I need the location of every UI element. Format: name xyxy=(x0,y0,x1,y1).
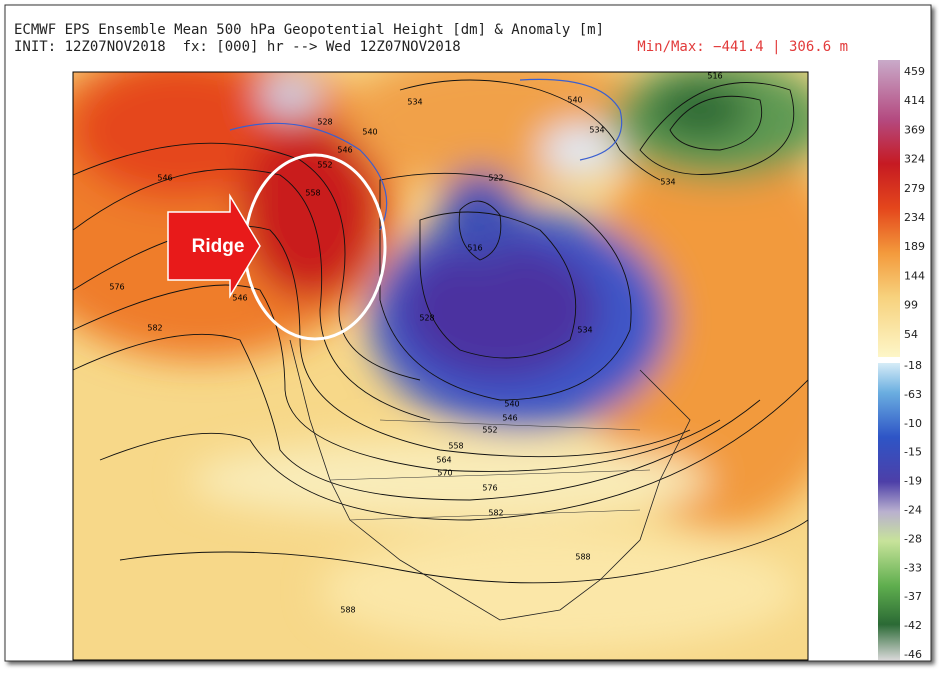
contour-label: 528 xyxy=(317,118,332,127)
colorbar-label: -24 xyxy=(904,504,922,517)
contour-label: 576 xyxy=(109,283,124,292)
colorbar-label: 324 xyxy=(904,153,925,166)
contour-label: 522 xyxy=(488,174,503,183)
colorbar-label: 189 xyxy=(904,240,925,253)
colorbar-label: -10 xyxy=(904,417,922,430)
contour-label: 534 xyxy=(589,126,604,135)
contour-label: 546 xyxy=(337,146,352,155)
contour-label: 516 xyxy=(467,244,482,253)
contour-label: 540 xyxy=(362,128,377,137)
contour-label: 576 xyxy=(482,484,497,493)
contour-label: 582 xyxy=(147,324,162,333)
colorbar-label: 99 xyxy=(904,299,918,312)
title: ECMWF EPS Ensemble Mean 500 hPa Geopoten… xyxy=(14,22,604,38)
map-border xyxy=(72,71,809,661)
colorbar-label: 369 xyxy=(904,123,925,136)
colorbar-label: -28 xyxy=(904,532,922,545)
colorbar-label: 144 xyxy=(904,269,925,282)
colorbar-label: 54 xyxy=(904,328,918,341)
contour-label: 564 xyxy=(436,456,451,465)
contour-label: 582 xyxy=(488,509,503,518)
colorbar-label: -15 xyxy=(904,446,922,459)
contour-label: 552 xyxy=(482,426,497,435)
colorbar-label: 459 xyxy=(904,65,925,78)
colorbar-label: -37 xyxy=(904,590,922,603)
contour-label: 546 xyxy=(502,414,517,423)
contour-label: 570 xyxy=(437,469,452,478)
colorbar-label: -42 xyxy=(904,619,922,632)
map xyxy=(73,72,808,660)
contour-label: 534 xyxy=(660,178,675,187)
contour-label: 540 xyxy=(504,400,519,409)
ridge-label: Ridge xyxy=(192,236,245,257)
colorbar-warm xyxy=(878,60,900,357)
colorbar-label: -46 xyxy=(904,648,922,661)
contour-label: 540 xyxy=(567,96,582,105)
colorbar-label: -18 xyxy=(904,359,922,372)
colorbar-label: 414 xyxy=(904,94,925,107)
contour-label: 528 xyxy=(419,314,434,323)
min-max: Min/Max: −441.4 | 306.6 m xyxy=(637,39,848,55)
colorbar-label: 279 xyxy=(904,182,925,195)
contour-label: 546 xyxy=(232,294,247,303)
colorbar-cool xyxy=(878,363,900,660)
contour-label: 558 xyxy=(448,442,463,451)
colorbar-label: -33 xyxy=(904,561,922,574)
contour-label: 516 xyxy=(707,72,722,81)
contour-label: 588 xyxy=(340,606,355,615)
contour-label: 534 xyxy=(407,98,422,107)
colorbar-label: 234 xyxy=(904,211,925,224)
contour-label: 552 xyxy=(317,161,332,170)
ridge-arrow xyxy=(167,193,261,299)
contour-label: 588 xyxy=(575,553,590,562)
contour-label: 534 xyxy=(577,326,592,335)
contour-label: 558 xyxy=(305,189,320,198)
colorbar-label: -19 xyxy=(904,475,922,488)
init-line: INIT: 12Z07NOV2018 fx: [000] hr --> Wed … xyxy=(14,39,461,55)
contour-label: 546 xyxy=(157,174,172,183)
colorbar-label: -63 xyxy=(904,388,922,401)
